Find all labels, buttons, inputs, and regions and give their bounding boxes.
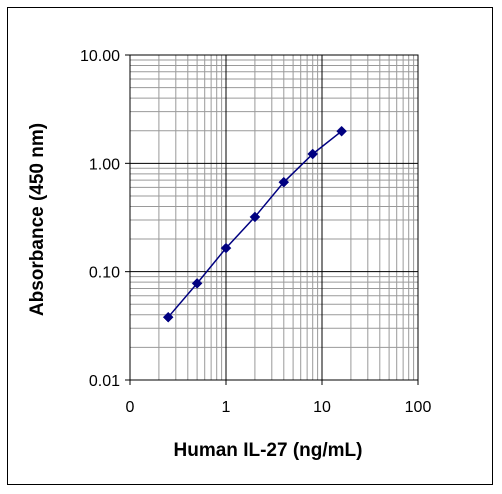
- data-point-marker: [278, 176, 290, 188]
- x-tick-label: 1: [222, 399, 231, 416]
- major-gridlines: [129, 55, 418, 381]
- data-point-marker: [307, 148, 319, 160]
- data-point-marker: [191, 278, 203, 289]
- minor-gridlines: [130, 55, 418, 380]
- y-tick-label: 0.01: [89, 373, 120, 390]
- x-tick-label: 10: [313, 399, 331, 416]
- y-tick-label: 0.10: [89, 265, 120, 282]
- y-tick-label: 10.00: [80, 48, 120, 65]
- x-tick-label: 100: [405, 399, 432, 416]
- data-point-marker: [336, 125, 347, 137]
- axis-ticks: [125, 54, 419, 385]
- y-axis-title: Absorbance (450 nm): [27, 123, 48, 316]
- chart-frame: [7, 7, 493, 485]
- y-tick-label: 1.00: [89, 156, 120, 173]
- plot-area: [129, 54, 419, 381]
- x-axis-title: Human IL-27 (ng/mL): [174, 440, 363, 461]
- data-point-marker: [162, 311, 174, 323]
- x-tick-label: 0: [126, 399, 135, 416]
- data-point-marker: [249, 211, 261, 223]
- series-layer: [162, 125, 347, 323]
- x-tick-labels: 0 1 10 100: [126, 399, 432, 416]
- y-tick-labels: 0.01 0.10 1.00 10.00: [80, 48, 120, 390]
- data-point-marker: [220, 242, 232, 254]
